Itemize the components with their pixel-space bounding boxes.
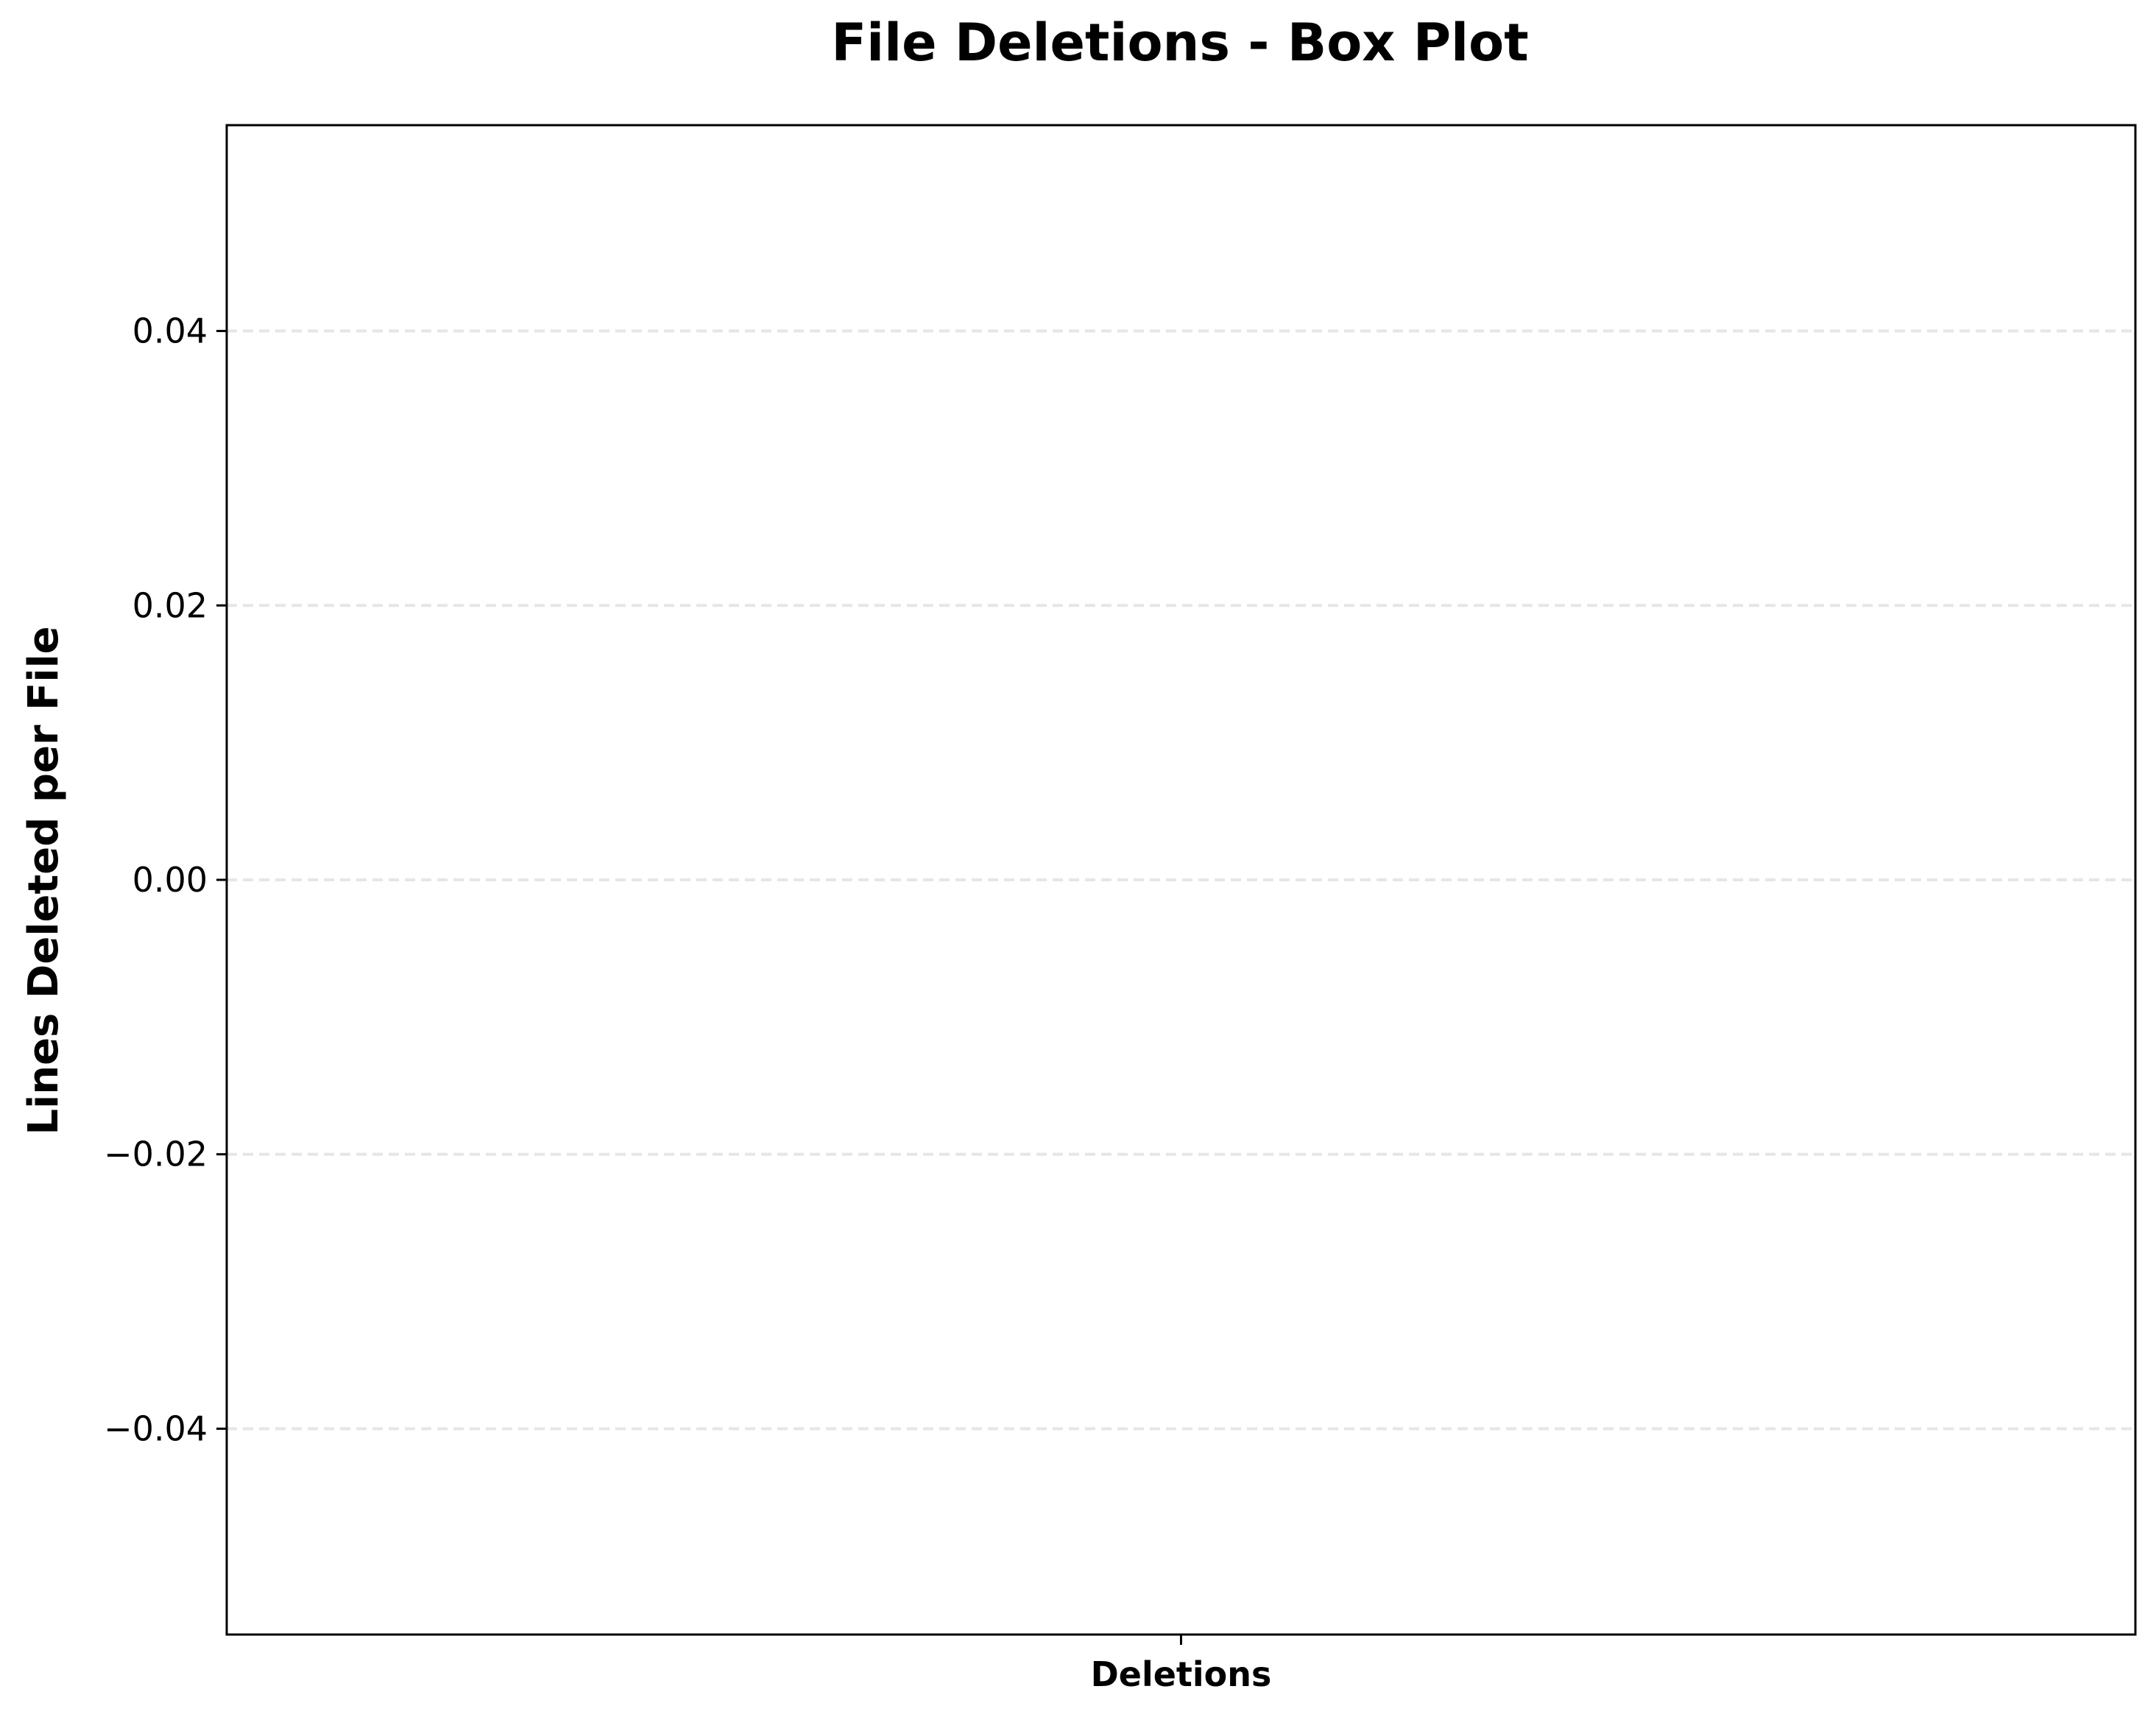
y-axis-ticks: 0.04 0.02 0.00 −0.02 −0.04 <box>104 311 227 1448</box>
y-tick-label: 0.04 <box>132 311 208 351</box>
y-axis-label: Lines Deleted per File <box>20 626 68 1135</box>
y-tick-label: −0.02 <box>104 1135 208 1174</box>
y-tick-label: −0.04 <box>104 1408 208 1448</box>
x-axis-ticks: Deletions <box>1091 1635 1272 1694</box>
plot-area-frame <box>225 124 2137 1636</box>
y-tick-label: 0.02 <box>132 585 208 625</box>
gridlines <box>227 329 2135 1431</box>
y-tick-label: 0.00 <box>132 860 208 900</box>
x-tick-label: Deletions <box>1091 1654 1272 1694</box>
chart-title: File Deletions - Box Plot <box>831 13 1528 73</box>
